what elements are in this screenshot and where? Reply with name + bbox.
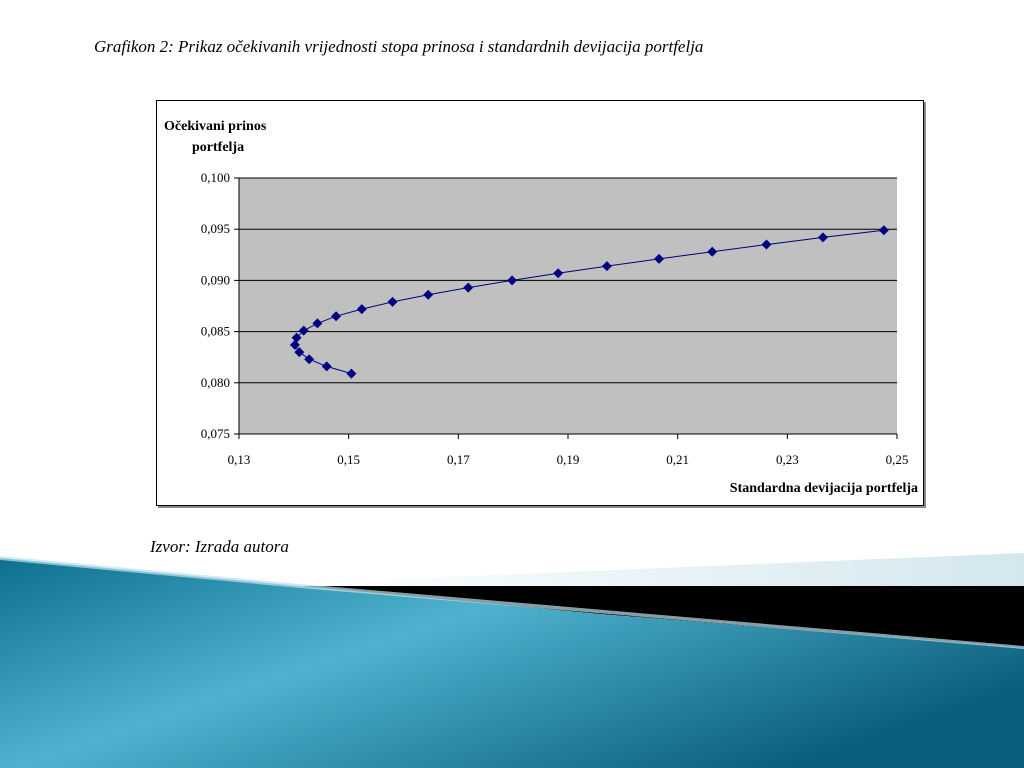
data-point (601, 261, 612, 272)
data-point (654, 253, 665, 264)
y-tick-label: 0,085 (201, 324, 230, 339)
y-tick-label: 0,080 (201, 375, 230, 390)
data-point (761, 239, 772, 250)
x-tick-label: 0,21 (666, 452, 689, 467)
data-point (356, 304, 367, 315)
source-note: Izvor: Izrada autora (150, 537, 289, 556)
x-tick-label: 0,19 (557, 452, 580, 467)
x-tick-label: 0,17 (447, 452, 470, 467)
y-tick-label: 0,090 (201, 272, 230, 287)
y-tick-label: 0,095 (201, 221, 230, 236)
data-point (321, 361, 332, 372)
y-axis-label-line-2: portfelja (192, 140, 245, 155)
data-point (817, 232, 828, 243)
plot-area (239, 178, 897, 434)
data-point (291, 332, 302, 343)
data-point (507, 275, 518, 286)
deco-edge-highlight (0, 556, 1024, 649)
x-tick-label: 0,13 (228, 452, 251, 467)
data-point (707, 246, 718, 257)
data-point (289, 339, 300, 350)
y-tick-label: 0,100 (201, 170, 230, 185)
y-tick-label: 0,075 (201, 426, 230, 441)
data-point (304, 354, 315, 365)
data-point (387, 296, 398, 307)
data-point (331, 311, 342, 322)
data-point (312, 318, 323, 329)
data-point (294, 347, 305, 358)
data-point (553, 268, 564, 279)
data-point (423, 289, 434, 300)
deco-light-band (300, 553, 1024, 590)
data-point (878, 225, 889, 236)
x-tick-label: 0,23 (776, 452, 799, 467)
x-tick-label: 0,25 (886, 452, 909, 467)
x-tick-label: 0,15 (337, 452, 360, 467)
chart-frame: 0,075 0,080 0,085 0,090 0,095 0,100 0,13 0,15 0,… (156, 100, 924, 506)
data-point (463, 282, 474, 293)
x-axis-label: Standardna devijacija portfelja (729, 481, 918, 496)
data-point (298, 325, 309, 336)
y-axis-label-line-1: Očekivani prinos (164, 119, 267, 134)
frontier-chart: 0,075 0,080 0,085 0,090 0,095 0,100 0,13 0,15 0,… (201, 170, 909, 467)
data-point (346, 368, 357, 379)
deco-teal-shape (0, 558, 1024, 768)
y-axis-label: Očekivani prinos portfelja (164, 116, 324, 158)
chart-caption: Grafikon 2: Prikaz očekivanih vrijednost… (94, 37, 704, 56)
